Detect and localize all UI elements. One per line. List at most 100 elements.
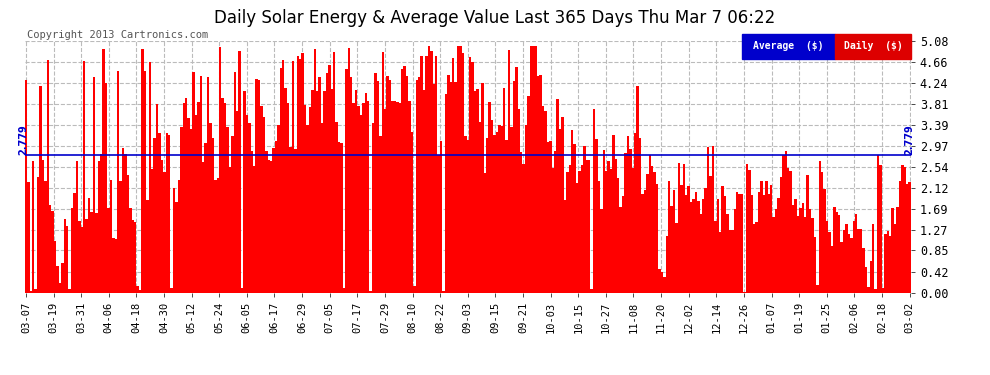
Bar <box>510 127 513 292</box>
Bar <box>352 103 354 292</box>
Bar <box>518 109 520 292</box>
Bar <box>63 219 66 292</box>
Bar <box>219 47 222 292</box>
Bar <box>551 168 554 292</box>
Bar <box>821 172 824 292</box>
Bar <box>598 181 600 292</box>
Bar <box>520 152 523 292</box>
Bar <box>648 155 651 292</box>
Bar <box>175 202 177 292</box>
Bar <box>835 34 911 59</box>
Bar <box>250 151 252 292</box>
Bar <box>88 198 90 292</box>
Bar <box>248 123 250 292</box>
Bar <box>105 82 107 292</box>
Bar <box>862 248 864 292</box>
Bar <box>418 77 421 292</box>
Bar <box>772 217 775 292</box>
Bar <box>144 71 147 292</box>
Bar <box>794 199 797 292</box>
Bar <box>367 100 369 292</box>
Bar <box>369 291 372 292</box>
Bar <box>523 164 525 292</box>
Bar <box>668 181 670 292</box>
Bar <box>107 208 110 292</box>
Bar <box>129 209 132 292</box>
Bar <box>78 221 80 292</box>
Bar <box>314 49 316 292</box>
Bar <box>440 141 443 292</box>
Bar <box>687 186 690 292</box>
Bar <box>683 164 685 292</box>
Bar <box>374 73 377 292</box>
Bar <box>742 34 835 59</box>
Bar <box>503 88 506 292</box>
Bar <box>802 202 804 292</box>
Bar <box>909 182 911 292</box>
Bar <box>202 162 204 292</box>
Bar <box>690 202 692 292</box>
Bar <box>359 115 362 292</box>
Bar <box>404 66 406 292</box>
Bar <box>115 239 117 292</box>
Bar <box>568 165 571 292</box>
Bar <box>311 90 314 292</box>
Bar <box>714 221 717 292</box>
Bar <box>610 169 612 292</box>
Bar <box>112 238 115 292</box>
Bar <box>158 133 160 292</box>
Bar <box>525 125 528 292</box>
Bar <box>829 232 831 292</box>
Bar <box>724 196 727 292</box>
Bar <box>797 216 799 292</box>
Bar <box>799 208 802 292</box>
Bar <box>421 56 423 292</box>
Bar <box>333 52 336 292</box>
Bar <box>782 155 784 292</box>
Bar <box>329 65 331 292</box>
Bar <box>622 196 625 292</box>
Bar <box>593 109 595 292</box>
Bar <box>486 138 488 292</box>
Bar <box>540 75 542 292</box>
Bar <box>321 123 324 292</box>
Bar <box>566 172 568 292</box>
Bar <box>513 81 515 292</box>
Bar <box>508 50 510 292</box>
Bar <box>753 224 755 292</box>
Bar <box>573 144 576 292</box>
Bar <box>855 214 857 292</box>
Bar <box>326 74 329 292</box>
Bar <box>685 195 687 292</box>
Bar <box>331 89 333 292</box>
Bar <box>665 236 668 292</box>
Bar <box>151 169 153 292</box>
Bar <box>85 219 88 292</box>
Bar <box>824 189 826 292</box>
Bar <box>438 155 440 292</box>
Bar <box>639 138 642 292</box>
Bar <box>603 150 605 292</box>
Bar <box>125 154 127 292</box>
Bar <box>563 201 566 292</box>
Bar <box>204 143 207 292</box>
Bar <box>456 46 459 292</box>
Bar <box>719 232 722 292</box>
Bar <box>45 181 47 292</box>
Bar <box>491 120 493 292</box>
Text: Daily  ($): Daily ($) <box>843 41 902 51</box>
Bar <box>736 192 739 292</box>
Bar <box>53 241 56 292</box>
Bar <box>826 221 829 292</box>
Bar <box>306 125 309 292</box>
Bar <box>139 290 142 292</box>
Bar <box>886 231 889 292</box>
Bar <box>549 141 551 292</box>
Bar <box>842 230 845 292</box>
Bar <box>350 77 352 292</box>
Bar <box>50 206 51 292</box>
Bar <box>244 91 246 292</box>
Bar <box>222 98 224 292</box>
Bar <box>767 194 770 292</box>
Bar <box>474 91 476 292</box>
